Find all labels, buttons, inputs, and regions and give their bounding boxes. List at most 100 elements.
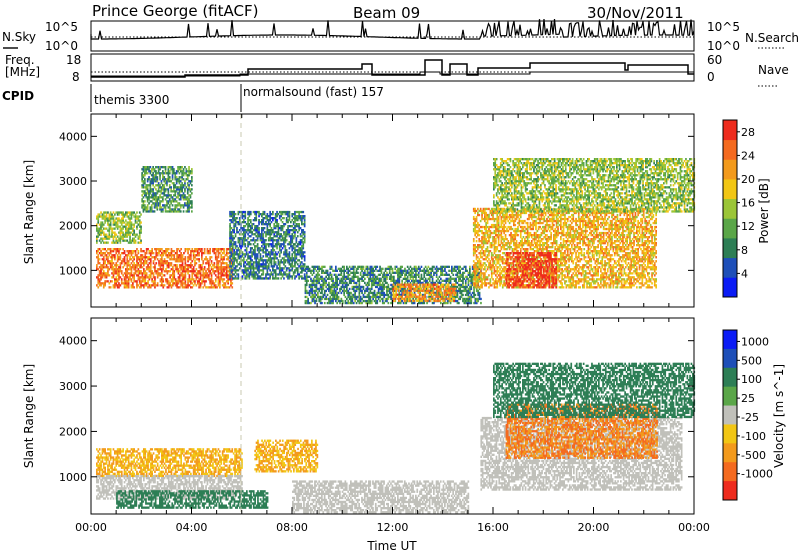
heatmap-cell <box>220 266 223 269</box>
heatmap-cell <box>397 267 399 270</box>
heatmap-cell <box>127 211 130 214</box>
heatmap-cell <box>267 265 270 268</box>
heatmap-cell <box>148 166 150 169</box>
heatmap-cell <box>118 286 120 289</box>
heatmap-cell <box>149 182 152 185</box>
heatmap-cell <box>196 252 199 255</box>
heatmap-cell <box>234 245 237 248</box>
heatmap-cell <box>183 266 185 269</box>
heatmap-cell <box>403 291 406 294</box>
heatmap-cell <box>225 264 228 267</box>
heatmap-cell <box>285 249 288 252</box>
heatmap-cell <box>274 245 277 248</box>
heatmap-cell <box>466 299 468 303</box>
heatmap-cell <box>184 172 186 175</box>
heatmap-cell <box>255 219 258 222</box>
heatmap-cell <box>383 283 385 287</box>
heatmap-cell <box>417 287 420 291</box>
heatmap-cell <box>236 277 238 280</box>
heatmap-cell <box>376 295 379 299</box>
heatmap-cell <box>127 225 130 228</box>
heatmap-cell <box>118 258 120 261</box>
heatmap-cell <box>423 267 426 270</box>
heatmap-cell <box>305 283 308 287</box>
heatmap-cell <box>278 215 281 218</box>
heatmap-cell <box>323 297 326 301</box>
heatmap-cell <box>296 210 299 214</box>
heatmap-cell <box>470 293 473 297</box>
heatmap-cell <box>354 285 356 289</box>
heatmap-cell <box>335 269 337 272</box>
heatmap-cell <box>148 190 150 193</box>
heatmap-cell <box>152 194 154 197</box>
heatmap-cell <box>344 299 347 303</box>
heatmap-cell <box>351 265 354 268</box>
heatmap-cell <box>352 287 355 291</box>
heatmap-cell <box>240 247 242 250</box>
heatmap-cell <box>267 233 270 236</box>
heatmap-cell <box>328 299 330 303</box>
heatmap-cell <box>335 283 337 287</box>
heatmap-cell <box>107 252 109 255</box>
heatmap-cell <box>188 184 190 187</box>
heatmap-cell <box>119 264 122 267</box>
heatmap-cell <box>273 223 276 226</box>
heatmap-cell <box>375 277 377 280</box>
heatmap-cell <box>254 225 256 228</box>
heatmap-cell <box>273 235 276 238</box>
heatmap-cell <box>115 280 118 283</box>
heatmap-cell <box>470 275 473 278</box>
heatmap-cell <box>229 255 231 258</box>
heatmap-cell <box>112 256 115 259</box>
heatmap-cell <box>155 174 157 177</box>
heatmap-cell <box>274 235 277 238</box>
heatmap-cell <box>118 278 120 281</box>
heatmap-cell <box>415 275 417 278</box>
heatmap-cell <box>241 221 244 224</box>
heatmap-cell <box>431 277 434 280</box>
heatmap-cell <box>288 277 291 280</box>
heatmap-cell <box>287 275 289 278</box>
heatmap-cell <box>243 239 245 242</box>
heatmap-cell <box>416 279 419 282</box>
heatmap-cell <box>230 275 233 278</box>
heatmap-cell <box>333 297 336 301</box>
heatmap-cell <box>273 253 276 256</box>
cpid-segment-1: themis 3300 <box>94 93 169 107</box>
heatmap-cell <box>162 170 164 173</box>
heatmap-cell <box>177 268 180 271</box>
heatmap-cell <box>428 267 431 270</box>
heatmap-cell <box>463 301 466 305</box>
heatmap-cell <box>269 215 271 218</box>
heatmap-cell <box>252 223 255 226</box>
heatmap-cell <box>466 301 468 305</box>
heatmap-cell <box>188 172 190 175</box>
heatmap-cell <box>108 217 111 220</box>
heatmap-cell <box>411 271 413 274</box>
heatmap-cell <box>133 256 135 259</box>
heatmap-cell <box>287 277 289 280</box>
heatmap-cell <box>301 215 303 218</box>
heatmap-cell <box>174 260 177 263</box>
heatmap-cell <box>146 206 149 209</box>
heatmap-cell <box>265 245 267 248</box>
heatmap-cell <box>140 282 142 285</box>
heatmap-cell <box>177 256 180 259</box>
heatmap-cell <box>217 248 220 251</box>
heatmap-cell <box>252 265 255 268</box>
heatmap-cell <box>169 270 171 273</box>
heatmap-cell <box>119 231 122 234</box>
heatmap-cell <box>415 271 417 274</box>
heatmap-cell <box>132 282 134 285</box>
heatmap-cell <box>322 265 325 268</box>
heatmap-cell <box>395 285 397 288</box>
heatmap-cell <box>186 174 189 177</box>
heatmap-cell <box>315 289 318 293</box>
heatmap-cell <box>144 170 146 173</box>
heatmap-cell <box>256 227 259 230</box>
heatmap-cell <box>98 262 101 265</box>
heatmap-cell <box>182 186 185 189</box>
heatmap-cell <box>109 215 112 218</box>
heatmap-cell <box>346 277 348 280</box>
heatmap-cell <box>295 210 298 214</box>
